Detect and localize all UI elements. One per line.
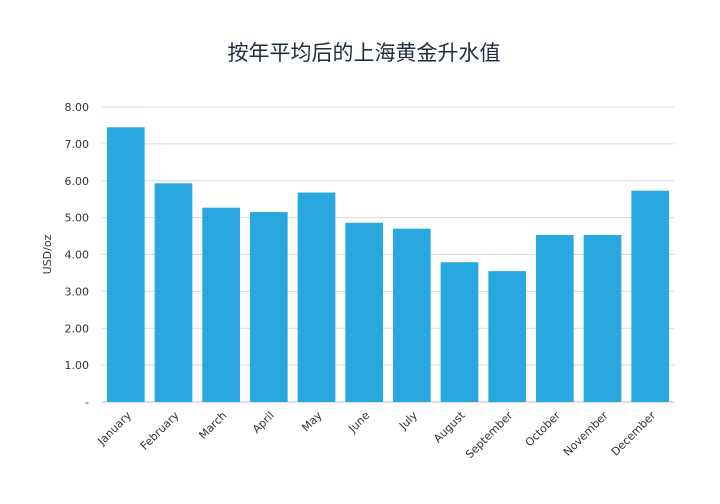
bar-december <box>631 190 669 402</box>
x-tick-label: August <box>431 408 468 445</box>
bar-july <box>393 228 431 402</box>
y-tick-label: 7.00 <box>65 138 90 151</box>
bar-may <box>297 192 336 402</box>
bars <box>107 127 669 402</box>
y-tick-label: 2.00 <box>65 322 90 335</box>
bar-february <box>154 183 193 402</box>
y-axis-label: USD/oz <box>41 234 54 274</box>
x-tick-label: March <box>196 409 229 442</box>
y-tick-label: 4.00 <box>65 249 90 262</box>
chart-title: 按年平均后的上海黄金升水值 <box>228 41 501 65</box>
x-tick-label: December <box>609 409 659 459</box>
x-axis-ticks: January February March April May June July Augu… <box>95 408 659 461</box>
bar-august <box>440 262 479 402</box>
y-tick-label: 6.00 <box>65 175 90 188</box>
x-tick-label: May <box>299 409 325 435</box>
bar-november <box>583 234 622 402</box>
gridlines <box>102 106 674 403</box>
y-tick-label: 3.00 <box>65 285 90 298</box>
bar-april <box>250 212 288 402</box>
bar-january <box>107 127 145 402</box>
x-tick-label: April <box>250 409 277 436</box>
bar-june <box>345 222 383 402</box>
y-tick-label: - <box>85 396 89 409</box>
y-axis-ticks: - 1.00 2.00 3.00 4.00 5.00 6.00 7.00 8.00 <box>65 101 90 409</box>
y-tick-label: 1.00 <box>65 359 90 372</box>
x-tick-label: November <box>561 409 611 459</box>
bar-march <box>202 207 240 402</box>
x-tick-label: June <box>345 409 372 436</box>
y-tick-label: 5.00 <box>65 212 90 225</box>
x-tick-label: July <box>396 409 420 433</box>
x-tick-label: October <box>523 409 564 450</box>
x-tick-label: January <box>95 409 135 449</box>
bar-september <box>488 271 526 402</box>
y-tick-label: 8.00 <box>65 101 90 114</box>
x-tick-label: February <box>138 409 182 453</box>
x-tick-label: September <box>463 409 516 462</box>
bar-october <box>536 234 574 402</box>
